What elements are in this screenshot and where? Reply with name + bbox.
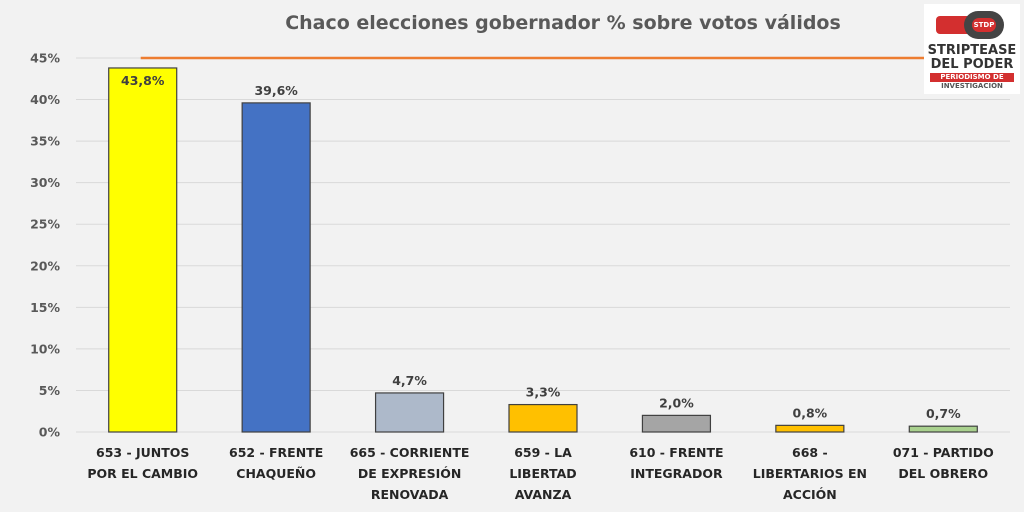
logo-icon: STDP (924, 8, 1020, 44)
category-label-line: 653 - JUNTOS (96, 445, 189, 460)
category-label: 071 - PARTIDO DEL OBRERO (893, 445, 994, 481)
data-labels: 43,8% 39,6% 4,7% 3,3% 2,0% 0,8% 0,7% (121, 73, 961, 421)
y-tick-label: 5% (39, 383, 61, 398)
data-label: 39,6% (254, 83, 298, 98)
category-label-line: 071 - PARTIDO (893, 445, 994, 460)
data-label: 4,7% (392, 373, 427, 388)
category-label-line: DE EXPRESIÓN (358, 466, 462, 481)
category-label-line: 652 - FRENTE (229, 445, 323, 460)
logo-line-1: STRIPTEASE (927, 43, 1017, 58)
category-label-line: RENOVADA (371, 487, 449, 502)
chart-title: Chaco elecciones gobernador % sobre voto… (285, 12, 841, 34)
category-label-line: ACCIÓN (783, 487, 837, 502)
category-label-line: 659 - LA (514, 445, 572, 460)
category-label-line: LIBERTAD (509, 466, 576, 481)
gridlines (76, 57, 1010, 433)
y-tick-label: 30% (30, 175, 60, 190)
logo-line-4: INVESTIGACIÓN (941, 82, 1003, 90)
category-label: 652 - FRENTE CHAQUEÑO (229, 445, 323, 481)
category-label-line: LIBERTARIOS EN (753, 466, 867, 481)
x-axis-categories: 653 - JUNTOS POR EL CAMBIO 652 - FRENTE CHA… (87, 445, 993, 502)
data-label: 0,7% (926, 406, 961, 421)
category-label-line: DEL OBRERO (898, 466, 988, 481)
y-tick-label: 25% (30, 217, 60, 232)
category-label-line: 610 - FRENTE (629, 445, 723, 460)
y-tick-label: 35% (30, 134, 60, 149)
category-label: 653 - JUNTOS POR EL CAMBIO (87, 445, 198, 481)
data-label: 0,8% (793, 405, 828, 420)
y-tick-label: 15% (30, 300, 60, 315)
y-tick-label: 0% (39, 425, 61, 440)
bar (508, 403, 578, 433)
bar (908, 425, 978, 433)
category-label: 665 - CORRIENTE DE EXPRESIÓN RENOVADA (350, 445, 470, 502)
y-tick-label: 10% (30, 341, 60, 356)
category-label: 659 - LA LIBERTAD AVANZA (509, 445, 576, 502)
category-label-line: 665 - CORRIENTE (350, 445, 470, 460)
brand-logo: STDP STRIPTEASE DEL PODER PERIODISMO DE … (924, 4, 1020, 94)
bar (241, 102, 311, 433)
category-label-line: 668 - (792, 445, 828, 460)
category-label-line: POR EL CAMBIO (87, 466, 198, 481)
y-tick-label: 40% (30, 92, 60, 107)
bar (641, 414, 712, 433)
bars (108, 67, 978, 433)
y-tick-label: 45% (30, 51, 60, 66)
data-label: 3,3% (526, 385, 561, 400)
logo-badge: STDP (972, 18, 996, 32)
logo-line-2: DEL PODER (930, 57, 1014, 72)
data-label: 43,8% (121, 73, 165, 88)
bar (775, 424, 845, 433)
logo-line-3: PERIODISMO DE (930, 73, 1014, 82)
category-label-line: INTEGRADOR (630, 466, 723, 481)
category-label-line: AVANZA (515, 487, 572, 502)
y-tick-label: 20% (30, 258, 60, 273)
category-label: 610 - FRENTE INTEGRADOR (629, 445, 723, 481)
bar (374, 392, 445, 433)
category-label-line: CHAQUEÑO (236, 466, 316, 481)
bar (108, 67, 178, 433)
category-label: 668 - LIBERTARIOS EN ACCIÓN (753, 445, 867, 502)
data-label: 2,0% (659, 395, 694, 410)
y-axis: 0% 5% 10% 15% 20% 25% 30% 35% 40% 45% (30, 51, 60, 440)
